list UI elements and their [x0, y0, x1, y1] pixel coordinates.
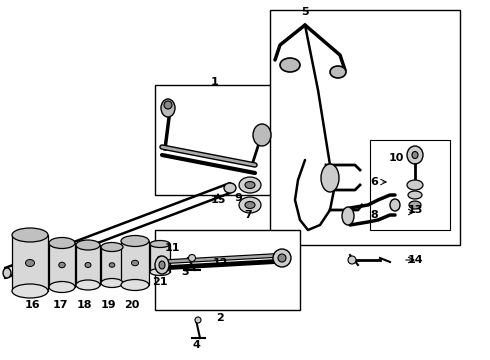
- Ellipse shape: [155, 256, 169, 274]
- Text: 11: 11: [164, 243, 180, 253]
- Ellipse shape: [407, 180, 423, 190]
- Ellipse shape: [49, 238, 75, 248]
- Text: 6: 6: [370, 177, 378, 187]
- Bar: [121, 241, 149, 285]
- Text: 8: 8: [370, 210, 378, 220]
- Ellipse shape: [161, 99, 175, 117]
- Ellipse shape: [159, 261, 165, 269]
- Text: 7: 7: [244, 210, 252, 220]
- Bar: [370, 140, 450, 230]
- Ellipse shape: [157, 256, 163, 260]
- Ellipse shape: [85, 262, 91, 267]
- Ellipse shape: [164, 101, 172, 109]
- Text: 1: 1: [211, 77, 219, 87]
- Ellipse shape: [121, 279, 149, 291]
- Text: 20: 20: [124, 300, 140, 310]
- Text: 5: 5: [301, 7, 309, 17]
- Bar: [49, 243, 75, 287]
- Text: 21: 21: [152, 277, 168, 287]
- Ellipse shape: [76, 240, 100, 250]
- Ellipse shape: [121, 235, 149, 247]
- Ellipse shape: [245, 181, 255, 189]
- Ellipse shape: [150, 269, 170, 275]
- Text: 9: 9: [234, 193, 242, 203]
- Bar: [150, 244, 170, 272]
- Ellipse shape: [280, 58, 300, 72]
- Ellipse shape: [25, 260, 34, 266]
- Text: 18: 18: [76, 300, 92, 310]
- Ellipse shape: [408, 191, 422, 199]
- Ellipse shape: [59, 262, 65, 268]
- Ellipse shape: [12, 284, 48, 298]
- Text: 13: 13: [407, 205, 423, 215]
- Ellipse shape: [195, 317, 201, 323]
- Ellipse shape: [321, 164, 339, 192]
- Ellipse shape: [49, 282, 75, 292]
- Ellipse shape: [150, 240, 170, 248]
- Bar: [76, 245, 100, 285]
- Ellipse shape: [253, 124, 271, 146]
- Ellipse shape: [189, 255, 196, 261]
- Text: 4: 4: [192, 340, 200, 350]
- Bar: [155, 85, 290, 195]
- Bar: [101, 247, 123, 283]
- Ellipse shape: [224, 183, 236, 193]
- Text: 15: 15: [210, 195, 226, 205]
- Ellipse shape: [3, 268, 11, 278]
- Ellipse shape: [12, 228, 48, 242]
- Text: 16: 16: [24, 300, 40, 310]
- Ellipse shape: [348, 256, 356, 264]
- Ellipse shape: [412, 152, 418, 158]
- Ellipse shape: [342, 207, 354, 225]
- Ellipse shape: [273, 249, 291, 267]
- Ellipse shape: [239, 177, 261, 193]
- Text: 19: 19: [100, 300, 116, 310]
- Ellipse shape: [409, 201, 421, 209]
- Ellipse shape: [278, 254, 286, 262]
- Ellipse shape: [109, 263, 115, 267]
- Ellipse shape: [101, 279, 123, 288]
- Ellipse shape: [245, 202, 255, 208]
- Text: 12: 12: [212, 258, 228, 268]
- Bar: [12, 235, 48, 291]
- Text: 17: 17: [52, 300, 68, 310]
- Ellipse shape: [239, 197, 261, 213]
- Text: 10: 10: [388, 153, 404, 163]
- Bar: [155, 230, 300, 310]
- Bar: [270, 10, 460, 245]
- Ellipse shape: [76, 280, 100, 290]
- Ellipse shape: [390, 199, 400, 211]
- Text: 2: 2: [216, 313, 224, 323]
- Ellipse shape: [101, 243, 123, 252]
- Ellipse shape: [131, 260, 139, 266]
- Ellipse shape: [407, 146, 423, 164]
- Ellipse shape: [330, 66, 346, 78]
- Text: 3: 3: [181, 267, 189, 277]
- Text: 14: 14: [407, 255, 423, 265]
